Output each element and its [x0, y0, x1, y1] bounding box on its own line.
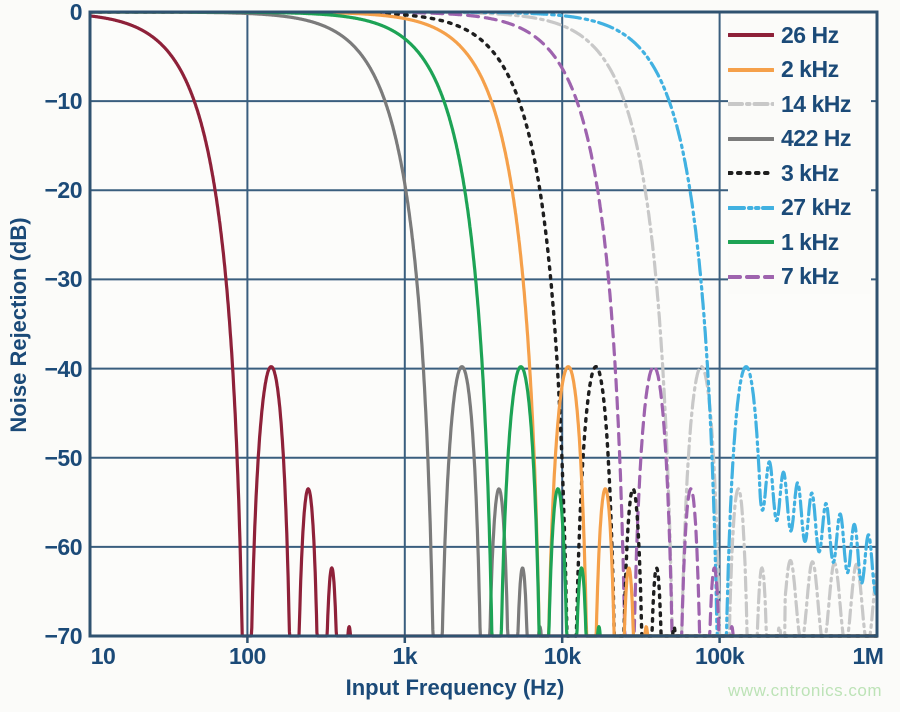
legend-label: 1 kHz — [781, 228, 839, 255]
y-tick-label: −40 — [44, 355, 82, 382]
x-tick-label: 100k — [695, 643, 745, 669]
y-tick-label: −70 — [44, 623, 82, 649]
legend-label: 422 Hz — [781, 125, 851, 152]
legend-swatch-line-icon — [728, 171, 774, 176]
legend-swatch-line-icon — [728, 102, 774, 107]
legend-label: 26 Hz — [781, 21, 839, 48]
legend-swatch-line-icon — [728, 67, 774, 72]
legend-item: 26 Hz — [728, 18, 871, 53]
y-tick-label: −50 — [44, 444, 82, 471]
x-axis-title: Input Frequency (Hz) — [345, 675, 565, 700]
y-tick-label: 0 — [69, 0, 83, 25]
legend-label: 7 kHz — [781, 263, 839, 290]
legend-swatch-line-icon — [728, 274, 774, 279]
legend-item: 3 kHz — [728, 156, 871, 191]
x-tick-label: 10 — [90, 643, 116, 669]
x-tick-label: 1k — [392, 643, 418, 669]
y-axis-title: Noise Rejection (dB) — [6, 217, 31, 433]
y-tick-label: −10 — [44, 88, 82, 115]
legend-swatch-line-icon — [728, 33, 774, 38]
legend-label: 27 kHz — [781, 194, 851, 221]
legend-item: 2 kHz — [728, 53, 871, 88]
legend-swatch-line-icon — [728, 240, 774, 245]
legend-label: 14 kHz — [781, 90, 851, 117]
legend-swatch-line-icon — [728, 136, 774, 141]
watermark: www.cntronics.com — [728, 681, 882, 700]
legend-item: 422 Hz — [728, 122, 871, 157]
plot-border — [88, 10, 879, 638]
legend-item: 1 kHz — [728, 225, 871, 260]
legend-swatch-line-icon — [728, 205, 774, 210]
legend-label: 2 kHz — [781, 56, 839, 83]
y-tick-label: −20 — [44, 177, 82, 204]
y-tick-label: −60 — [44, 533, 82, 560]
x-tick-label: 1M — [852, 643, 884, 669]
legend-label: 3 kHz — [781, 159, 839, 186]
x-tick-label: 100 — [228, 643, 266, 669]
legend: 26 Hz 2 kHz 14 kHz 422 Hz 3 kHz 27 kHz 1 kHz 7 … — [728, 18, 871, 294]
legend-item: 7 kHz — [728, 260, 871, 295]
legend-item: 14 kHz — [728, 87, 871, 122]
y-tick-label: −30 — [44, 266, 82, 293]
x-tick-label: 10k — [543, 643, 581, 669]
legend-item: 27 kHz — [728, 191, 871, 226]
